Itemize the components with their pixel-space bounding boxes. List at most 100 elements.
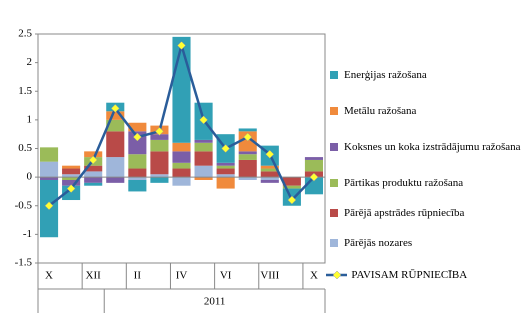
line-marker xyxy=(309,172,319,182)
legend-marker xyxy=(332,270,342,280)
bar-segment xyxy=(128,168,147,178)
bar-segment xyxy=(128,122,147,132)
bar-segment xyxy=(106,177,125,183)
bar-segment xyxy=(172,36,191,143)
y-tick-label: -1 xyxy=(23,228,32,240)
group-label: 2011 xyxy=(204,296,226,308)
bar-segment xyxy=(172,162,191,169)
bar-segment xyxy=(62,177,81,180)
legend-item: Pārtikas produktu ražošana xyxy=(326,176,526,190)
y-tick-label: 1 xyxy=(27,113,33,125)
bar-segment xyxy=(194,142,213,152)
bar-segment xyxy=(260,179,279,183)
line-marker xyxy=(199,115,208,125)
bar-segment xyxy=(238,177,257,180)
bar-segment xyxy=(62,165,81,169)
legend-item: Metālu ražošana xyxy=(326,104,526,118)
bar-segment xyxy=(128,154,147,169)
line-marker xyxy=(265,149,275,159)
bar-segment xyxy=(62,174,81,178)
bar-segment xyxy=(304,157,324,160)
line-marker xyxy=(110,104,120,113)
bar-segment xyxy=(172,177,191,186)
legend-item: PAVISAM RŪPNIECĪBA xyxy=(326,268,526,282)
y-tick-label: 2 xyxy=(27,56,33,68)
legend-swatch xyxy=(330,239,338,247)
line-marker xyxy=(287,195,297,205)
bar-segment xyxy=(62,168,81,175)
legend-item: Pārējā apstrādes rūpniecība xyxy=(326,206,526,220)
bar-segment xyxy=(39,147,59,162)
bar-segment xyxy=(172,151,191,163)
bar-segment xyxy=(39,177,59,180)
bar-segment xyxy=(150,151,169,175)
bar-segment xyxy=(260,165,279,169)
x-tick-label: XII xyxy=(86,270,102,282)
bar-segment xyxy=(84,151,103,158)
bar-segment xyxy=(128,177,147,180)
legend-item: Pārējās nozares xyxy=(326,236,526,250)
bar-segment xyxy=(128,179,147,192)
bar-segment xyxy=(238,159,257,178)
bar-segment xyxy=(216,168,235,175)
legend-label: PAVISAM RŪPNIECĪBA xyxy=(351,269,468,281)
bar-segment xyxy=(216,162,235,166)
legend-label: Pārējā apstrādes rūpniecība xyxy=(344,207,465,219)
bar-segment xyxy=(39,161,59,178)
legend-label: Metālu ražošana xyxy=(344,105,417,117)
line-marker xyxy=(88,155,98,165)
x-tick-label: IV xyxy=(176,270,188,282)
bar-segment xyxy=(106,111,125,120)
line-marker xyxy=(66,184,76,193)
bar-segment xyxy=(282,185,301,189)
y-tick-label: 1.5 xyxy=(18,85,32,97)
bar-segment xyxy=(84,177,103,183)
line-marker xyxy=(44,201,54,211)
bar-segment xyxy=(150,174,169,178)
line-marker xyxy=(177,41,186,50)
x-tick-label: X xyxy=(45,270,53,282)
y-tick-label: -1.5 xyxy=(15,257,33,269)
bar-segment xyxy=(84,182,103,186)
bar-segment xyxy=(216,177,235,189)
x-tick-label: II xyxy=(134,270,142,282)
line-marker xyxy=(221,144,231,153)
bar-segment xyxy=(84,165,103,172)
bar-segment xyxy=(106,157,125,178)
bar-segment xyxy=(238,154,257,160)
bar-segment xyxy=(106,131,125,158)
bar-segment xyxy=(238,151,257,155)
bar-segment xyxy=(304,159,324,172)
legend-label: Pārējās nozares xyxy=(344,237,413,249)
legend-swatch xyxy=(330,143,338,151)
bar-segment xyxy=(260,168,279,172)
bar-segment xyxy=(150,177,169,183)
bar-segment xyxy=(150,134,169,140)
line-marker xyxy=(132,132,142,142)
bar-segment xyxy=(194,139,213,143)
bar-segment xyxy=(260,171,279,178)
bar-segment xyxy=(216,165,235,169)
legend-swatch xyxy=(330,179,338,187)
x-tick-label: VI xyxy=(220,270,232,282)
y-tick-label: 0 xyxy=(27,171,33,183)
bar-segment xyxy=(282,177,301,186)
bar-segment xyxy=(216,174,235,178)
legend-label: Koksnes un koka izstrādājumu ražošana xyxy=(344,141,521,153)
legend-label: Enerģijas ražošana xyxy=(344,69,427,81)
legend-swatch xyxy=(330,209,338,217)
bar-segment xyxy=(150,139,169,152)
bar-segment xyxy=(194,151,213,166)
legend-swatch xyxy=(330,107,338,115)
line-marker xyxy=(155,126,164,136)
y-tick-label: -0.5 xyxy=(15,199,33,211)
y-tick-label: 0.5 xyxy=(18,142,32,154)
x-tick-label: VIII xyxy=(260,270,279,282)
bar-segment xyxy=(106,119,125,132)
legend-item: Koksnes un koka izstrādājumu ražošana xyxy=(326,140,526,154)
legend-swatch xyxy=(330,71,338,79)
y-tick-label: 2.5 xyxy=(18,28,32,40)
bar-segment xyxy=(194,165,213,178)
bar-segment xyxy=(194,177,213,180)
